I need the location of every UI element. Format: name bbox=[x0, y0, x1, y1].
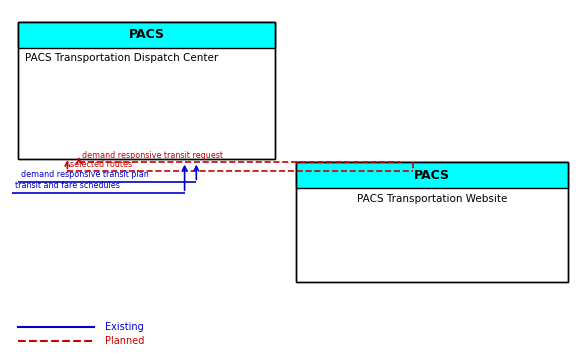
Text: PACS Transportation Website: PACS Transportation Website bbox=[357, 194, 507, 204]
Bar bbox=[18, 22, 275, 159]
Bar bbox=[296, 162, 568, 282]
Text: PACS: PACS bbox=[414, 169, 450, 182]
Text: PACS Transportation Dispatch Center: PACS Transportation Dispatch Center bbox=[25, 53, 218, 63]
Text: demand responsive transit plan: demand responsive transit plan bbox=[21, 170, 148, 179]
Bar bbox=[296, 162, 568, 188]
Bar bbox=[296, 162, 568, 282]
Text: demand responsive transit request: demand responsive transit request bbox=[82, 151, 223, 160]
Text: PACS: PACS bbox=[128, 28, 165, 41]
Text: selected routes: selected routes bbox=[70, 160, 132, 169]
Bar bbox=[18, 22, 275, 159]
Bar bbox=[18, 22, 275, 48]
Text: Existing: Existing bbox=[105, 322, 144, 332]
Text: Planned: Planned bbox=[105, 336, 145, 346]
Text: transit and fare schedules: transit and fare schedules bbox=[15, 181, 120, 190]
